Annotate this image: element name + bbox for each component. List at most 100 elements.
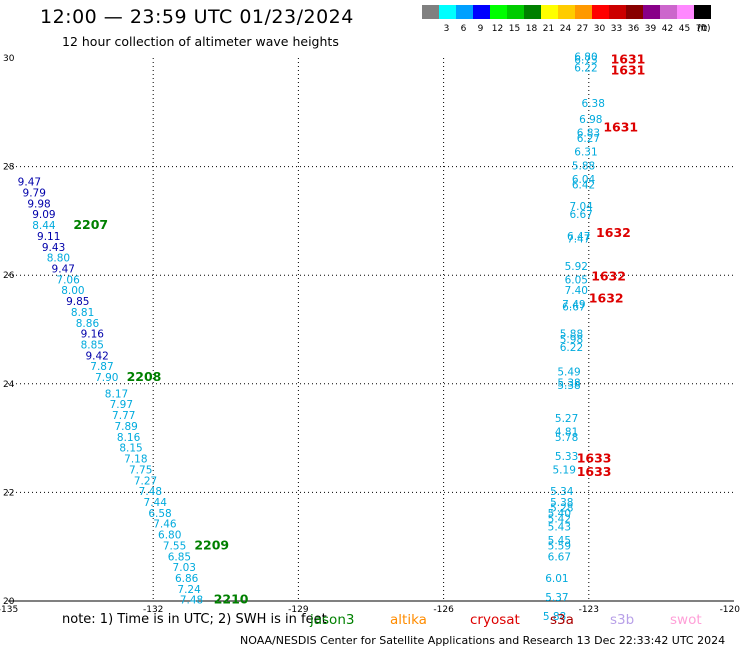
swh-value-cryosat: 5.88 bbox=[572, 160, 595, 172]
swh-value-s3a: 5.34 bbox=[550, 486, 574, 498]
colorbar-swatch bbox=[524, 5, 541, 19]
swh-value-cryosat: 5.27 bbox=[555, 413, 578, 425]
colorbar-label: 24 bbox=[560, 24, 572, 34]
time-label-jason3: 2207 bbox=[73, 217, 108, 232]
colorbar-label: 27 bbox=[577, 24, 588, 34]
swh-value-jason3: 7.03 bbox=[173, 562, 196, 574]
x-tick-label: -123 bbox=[579, 605, 599, 615]
swh-value-jason3: 8.85 bbox=[81, 340, 104, 352]
swh-value-cryosat: 7.49 bbox=[562, 299, 585, 311]
colorbar-swatch bbox=[643, 5, 660, 19]
swh-value-jason3: 7.87 bbox=[90, 361, 113, 373]
colorbar-label: 45 bbox=[679, 24, 690, 34]
swh-value-jason3: 7.44 bbox=[144, 497, 168, 509]
x-tick-label: -135 bbox=[0, 605, 18, 615]
colorbar-swatch bbox=[422, 5, 439, 19]
time-label-cryosat: 1631 bbox=[611, 62, 646, 77]
colorbar-swatch bbox=[626, 5, 643, 19]
swh-value-jason3: 7.55 bbox=[163, 540, 186, 552]
swh-value-cryosat: 7.04 bbox=[569, 201, 593, 213]
colorbar-label: 70 bbox=[696, 24, 708, 34]
y-tick-label: 26 bbox=[3, 271, 15, 281]
swh-value-jason3: 6.86 bbox=[175, 573, 199, 585]
colorbar-swatch bbox=[541, 5, 558, 19]
colorbar-label: 12 bbox=[492, 24, 503, 34]
swh-value-jason3: 9.85 bbox=[66, 296, 89, 308]
y-tick-label: 28 bbox=[3, 163, 15, 173]
colorbar-swatch bbox=[609, 5, 626, 19]
colorbar-label: 39 bbox=[645, 24, 657, 34]
swh-value-jason3: 8.16 bbox=[117, 432, 141, 444]
colorbar-label: 42 bbox=[662, 24, 673, 34]
colorbar-swatch bbox=[592, 5, 609, 19]
colorbar-swatch bbox=[694, 5, 711, 19]
swh-value-jason3: 8.44 bbox=[32, 220, 56, 232]
swh-value-jason3: 9.47 bbox=[52, 263, 75, 275]
colorbar-swatch bbox=[490, 5, 507, 19]
swh-value-jason3: 7.77 bbox=[112, 410, 135, 422]
swh-value-cryosat: 6.22 bbox=[560, 342, 583, 354]
swh-value-cryosat: 7.47 bbox=[567, 234, 590, 246]
time-label-cryosat: 1633 bbox=[577, 451, 612, 466]
swh-value-cryosat: 6.04 bbox=[572, 174, 596, 186]
time-label-jason3: 2209 bbox=[194, 537, 229, 552]
swh-value-cryosat: 6.98 bbox=[579, 114, 602, 126]
colorbar-swatch bbox=[558, 5, 575, 19]
swh-value-jason3: 9.43 bbox=[42, 242, 65, 254]
swh-value-cryosat: 6.27 bbox=[577, 133, 600, 145]
colorbar-swatch bbox=[439, 5, 456, 19]
swh-value-jason3: 7.97 bbox=[110, 399, 133, 411]
swh-value-cryosat: 6.42 bbox=[572, 179, 595, 191]
time-label-cryosat: 1632 bbox=[596, 225, 631, 240]
swh-value-jason3: 8.80 bbox=[47, 253, 70, 265]
swh-value-jason3: 7.89 bbox=[114, 421, 137, 433]
swh-value-cryosat: 5.88 bbox=[560, 329, 583, 341]
swh-value-cryosat: 6.80 bbox=[574, 52, 597, 64]
swh-value-s3a: 6.01 bbox=[545, 573, 568, 585]
legend-jason3: jason3 bbox=[310, 612, 355, 628]
swh-value-jason3: 7.90 bbox=[95, 372, 118, 384]
swh-value-s3a: 5.45 bbox=[548, 535, 571, 547]
time-label-cryosat: 1631 bbox=[611, 51, 646, 66]
colorbar-label: 15 bbox=[509, 24, 520, 34]
colorbar-swatch bbox=[575, 5, 592, 19]
swh-value-cryosat: 5.49 bbox=[557, 367, 580, 379]
swh-value-cryosat: 6.38 bbox=[582, 98, 605, 110]
legend-swot: swot bbox=[670, 612, 702, 628]
swh-value-jason3: 8.81 bbox=[71, 307, 94, 319]
swh-value-s3a: 5.43 bbox=[548, 521, 571, 533]
swh-value-cryosat: 6.22 bbox=[574, 63, 597, 75]
swh-value-cryosat: 6.83 bbox=[577, 128, 600, 140]
swh-value-jason3: 8.86 bbox=[76, 318, 100, 330]
colorbar-label: 9 bbox=[478, 24, 484, 34]
swh-value-jason3: 9.16 bbox=[81, 329, 105, 341]
colorbar-swatch bbox=[677, 5, 694, 19]
swh-value-s3a: 5.59 bbox=[548, 540, 571, 552]
swh-value-jason3: 9.11 bbox=[37, 231, 60, 243]
y-tick-label: 20 bbox=[3, 597, 15, 607]
swh-value-s3a: 5.88 bbox=[543, 611, 566, 623]
colorbar-unit: (ft) bbox=[697, 24, 711, 34]
time-label-jason3: 2210 bbox=[214, 592, 249, 607]
swh-value-jason3: 9.79 bbox=[23, 187, 46, 199]
colorbar-swatch bbox=[507, 5, 524, 19]
swh-value-jason3: 6.80 bbox=[158, 530, 181, 542]
swh-value-cryosat: 6.05 bbox=[565, 274, 588, 286]
wave-height-colorbar: 3 6 9 12 15 18 21 24 27 30 33 36 39 42 45 70(ft) bbox=[422, 5, 711, 34]
x-tick-label: -132 bbox=[143, 605, 163, 615]
swh-value-jason3: 7.48 bbox=[180, 595, 203, 607]
swh-value-jason3: 7.48 bbox=[139, 486, 162, 498]
swh-value-cryosat: 6.73 bbox=[574, 54, 597, 66]
swh-value-cryosat: 5.98 bbox=[560, 334, 583, 346]
swh-value-jason3: 7.75 bbox=[129, 464, 152, 476]
swh-value-cryosat: 6.47 bbox=[567, 231, 590, 243]
swh-value-jason3: 6.85 bbox=[168, 551, 191, 563]
time-label-cryosat: 1633 bbox=[577, 464, 612, 479]
swh-value-cryosat: 5.38 bbox=[557, 378, 580, 390]
footer-note: note: 1) Time is in UTC; 2) SWH is in fe… bbox=[62, 612, 327, 627]
legend-cryosat: cryosat bbox=[470, 612, 520, 628]
time-label-cryosat: 1632 bbox=[591, 269, 626, 284]
colorbar-label: 18 bbox=[526, 24, 538, 34]
swh-value-jason3: 6.58 bbox=[148, 508, 171, 520]
swh-value-jason3: 9.47 bbox=[18, 177, 41, 189]
